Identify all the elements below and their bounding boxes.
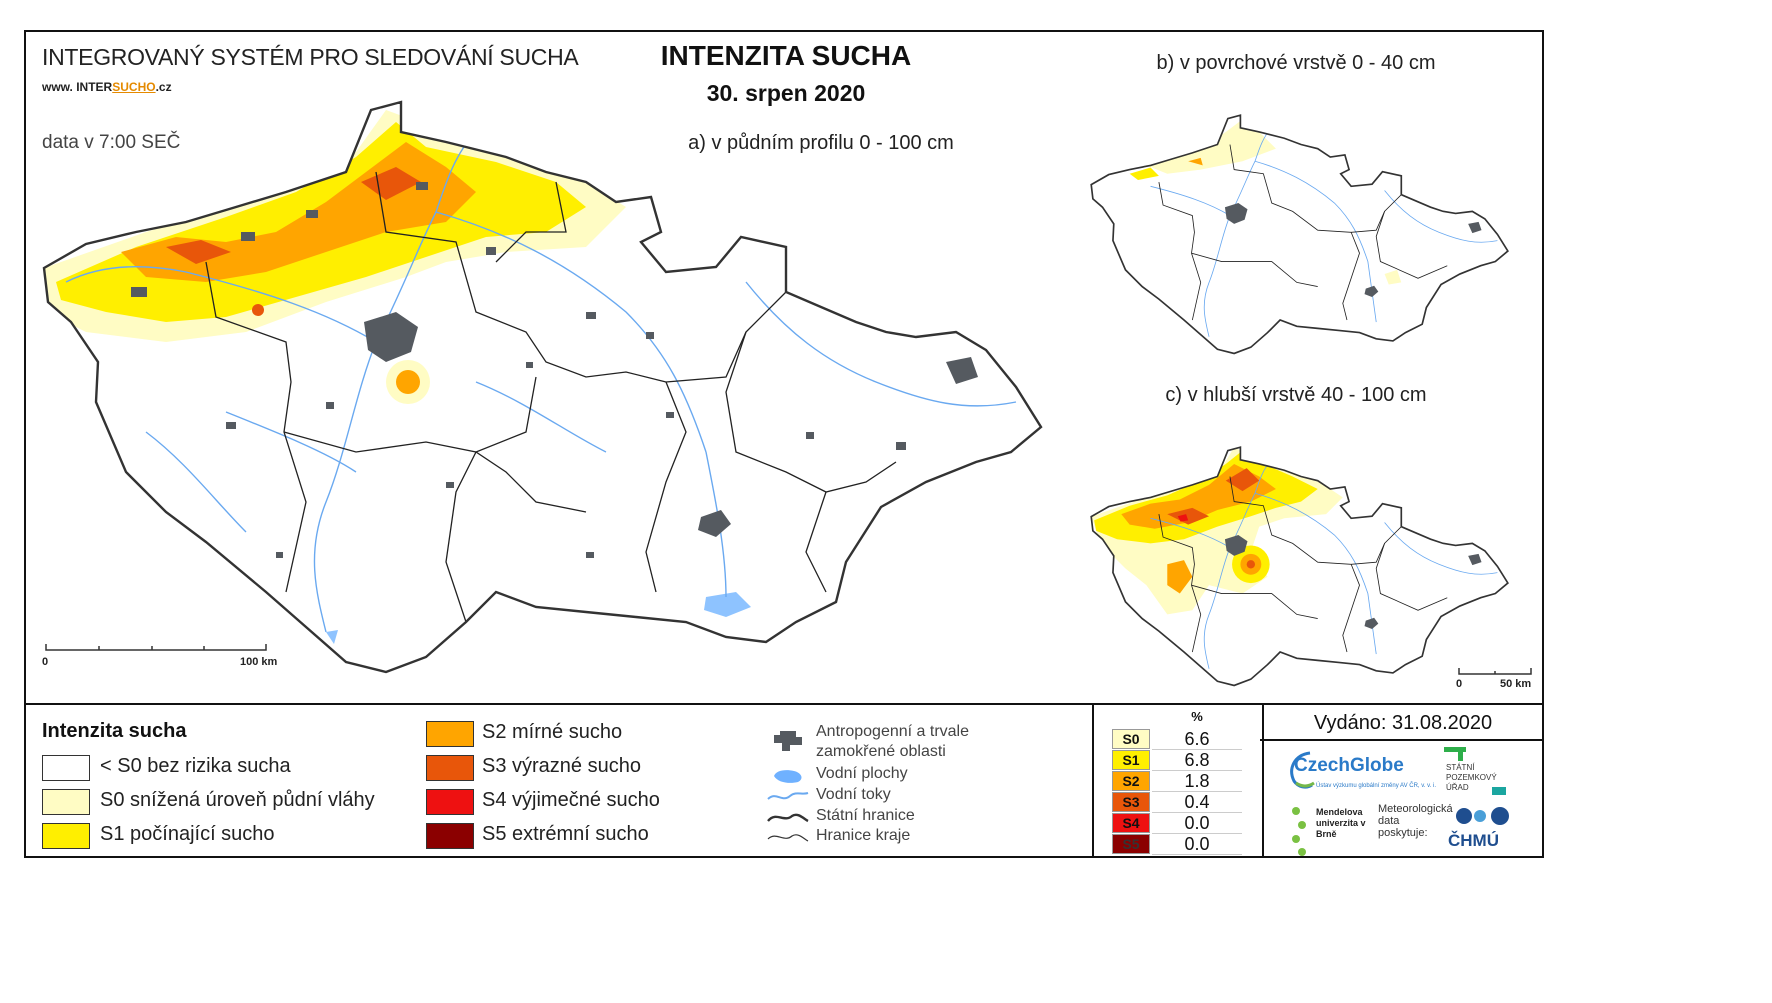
stats-value: 0.4 — [1152, 792, 1242, 813]
river-icon — [767, 792, 809, 800]
legend-label-s2: S2 mírné sucho — [482, 721, 623, 743]
data-time-note: data v 7:00 SEČ — [42, 132, 181, 153]
drought-stats-table: % S0 6.6 S1 6.8 S2 1.8 S3 0.4 S4 0.0 — [1092, 705, 1264, 856]
map-a-soil-profile — [42, 100, 1043, 674]
region-border-label: Hranice kraje — [816, 827, 911, 844]
map-c-deep-layer — [1090, 446, 1509, 687]
stats-row: S5 0.0 — [1112, 834, 1242, 855]
map-c-scale-bar — [1458, 668, 1532, 675]
water-bodies-label: Vodní plochy — [816, 765, 908, 782]
map-sheet: INTEGROVANÝ SYSTÉM PRO SLEDOVÁNÍ SUCHA w… — [24, 30, 1544, 858]
czechglobe-subtitle: Ústav výzkumu globální změny AV ČR, v. v… — [1316, 783, 1437, 789]
scale-a-start: 0 — [42, 656, 49, 668]
map-b-label: b) v povrchové vrstvě 0 - 40 cm — [1156, 52, 1436, 74]
urban-area-label-1: Antropogenní a trvale — [816, 723, 969, 740]
stats-code: S3 — [1112, 792, 1150, 812]
stats-code: S0 — [1112, 729, 1150, 749]
meteo-data-note: Meteorologická data poskytuje: — [1378, 803, 1453, 839]
legend-swatch-s3 — [426, 755, 474, 781]
map-c-label: c) v hlubší vrstvě 40 - 100 cm — [1165, 384, 1427, 406]
legend-title: Intenzita sucha — [42, 720, 187, 742]
urban-area-icon — [774, 731, 802, 751]
mendel-logo-icon — [1292, 807, 1306, 856]
system-title: INTEGROVANÝ SYSTÉM PRO SLEDOVÁNÍ SUCHA — [42, 44, 579, 70]
urban-area-label-2: zamokřené oblasti — [816, 743, 946, 760]
stats-row: S4 0.0 — [1112, 813, 1242, 834]
state-border-icon — [767, 813, 809, 823]
legend-label-s0: S0 snížená úroveň půdní vláhy — [100, 789, 375, 811]
stats-row: S0 6.6 — [1112, 729, 1242, 750]
legend-label-below-s0: < S0 bez rizika sucha — [100, 755, 291, 777]
legend-label-s3: S3 výrazné sucho — [482, 755, 641, 777]
map-date: 30. srpen 2020 — [706, 80, 866, 106]
stats-header: % — [1191, 709, 1203, 724]
stats-code: S2 — [1112, 771, 1150, 791]
scale-c-start: 0 — [1456, 678, 1463, 690]
map-a-scale-bar — [45, 644, 267, 651]
chmu-logo: ČHMÚ — [1448, 831, 1499, 850]
stats-value: 1.8 — [1152, 771, 1242, 792]
stats-value: 0.0 — [1152, 813, 1242, 834]
stats-row: S1 6.8 — [1112, 750, 1242, 771]
chmu-logo-icon — [1456, 807, 1509, 825]
main-title: INTENZITA SUCHA — [660, 40, 912, 71]
legend-swatch-below-s0 — [42, 755, 90, 781]
stats-value: 6.6 — [1152, 729, 1242, 750]
legend-swatch-s4 — [426, 789, 474, 815]
stats-code: S4 — [1112, 813, 1150, 833]
scale-a-end: 100 km — [240, 656, 278, 668]
spu-logo: STÁTNÍ POZEMKOVÝ ÚŘAD — [1446, 763, 1497, 792]
spu-mark-icon — [1492, 787, 1506, 795]
stats-code: S5 — [1112, 834, 1150, 854]
legend-panel: Intenzita sucha < S0 bez rizika sucha S0… — [26, 703, 1542, 856]
scale-c-end: 50 km — [1500, 678, 1532, 690]
stats-code: S1 — [1112, 750, 1150, 770]
legend-swatch-s1 — [42, 823, 90, 849]
map-a-label: a) v půdním profilu 0 - 100 cm — [688, 132, 954, 154]
legend-label-s1: S1 počínající sucho — [100, 823, 275, 845]
website-link[interactable]: www. INTERSUCHO.cz — [42, 80, 172, 94]
stats-row: S2 1.8 — [1112, 771, 1242, 792]
issued-date: Vydáno: 31.08.2020 — [1260, 705, 1542, 741]
legend-label-s4: S4 výjimečné sucho — [482, 789, 660, 811]
spu-logo-icon — [1444, 747, 1466, 761]
stats-value: 6.8 — [1152, 750, 1242, 771]
rivers-label: Vodní toky — [816, 786, 891, 803]
mendel-logo: Mendelova univerzita v Brně — [1316, 807, 1366, 839]
legend-label-s5: S5 extrémní sucho — [482, 823, 649, 845]
state-border-label: Státní hranice — [816, 807, 915, 824]
map-b-surface-layer — [1090, 114, 1509, 355]
czechglobe-logo: CzechGlobe — [1294, 755, 1404, 776]
legend-swatch-s5 — [426, 823, 474, 849]
legend-swatch-s0 — [42, 789, 90, 815]
water-body-icon — [774, 770, 802, 783]
stats-value: 0.0 — [1152, 834, 1242, 855]
czechglobe-logo-icon — [1290, 751, 1315, 789]
legend-swatch-s2 — [426, 721, 474, 747]
stats-row: S3 0.4 — [1112, 792, 1242, 813]
region-border-icon — [767, 834, 809, 842]
